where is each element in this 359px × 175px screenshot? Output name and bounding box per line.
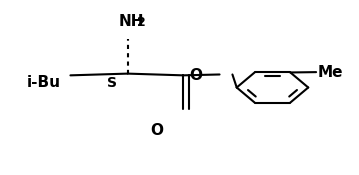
Text: O: O — [150, 123, 163, 138]
Text: i-Bu: i-Bu — [27, 75, 60, 90]
Text: O: O — [189, 68, 202, 83]
Text: 2: 2 — [137, 16, 146, 29]
Text: S: S — [107, 76, 117, 90]
Text: NH: NH — [119, 14, 144, 29]
Text: Me: Me — [318, 65, 344, 80]
